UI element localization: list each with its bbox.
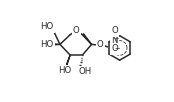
Text: HO: HO <box>40 40 53 49</box>
Text: O: O <box>73 26 80 35</box>
Text: O: O <box>97 40 104 49</box>
Text: N: N <box>111 36 118 45</box>
Text: O: O <box>111 26 118 35</box>
Text: HO: HO <box>40 22 53 31</box>
Text: HO: HO <box>58 66 71 75</box>
Text: +: + <box>114 36 119 42</box>
Polygon shape <box>83 34 92 44</box>
Text: OH: OH <box>79 67 92 76</box>
Polygon shape <box>49 43 60 45</box>
Text: −: − <box>114 46 120 52</box>
Text: O: O <box>111 44 118 53</box>
Polygon shape <box>67 55 70 66</box>
